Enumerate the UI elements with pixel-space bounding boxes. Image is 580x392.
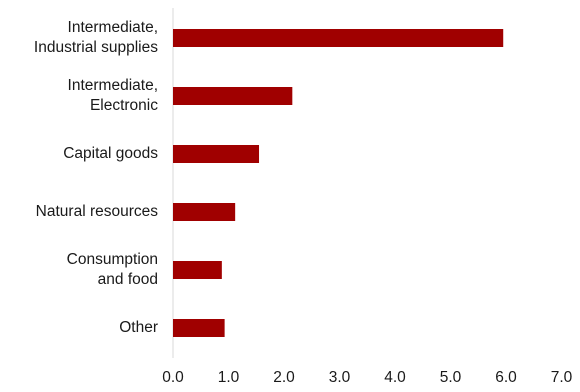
x-tick-label: 3.0 [320,369,360,387]
category-label-line: Consumption [0,250,158,270]
category-label-line: Electronic [0,96,158,116]
x-tick-label: 6.0 [486,369,526,387]
x-tick-label: 0.0 [153,369,193,387]
category-label: Intermediate,Electronic [0,76,158,116]
category-label: Intermediate,Industrial supplies [0,18,158,58]
bar [173,319,225,337]
category-label-line: Intermediate, [0,18,158,38]
category-label: Other [0,318,158,338]
x-tick-label: 2.0 [264,369,304,387]
category-label: Natural resources [0,202,158,222]
category-label-line: Capital goods [0,144,158,164]
category-label: Capital goods [0,144,158,164]
x-tick-label: 5.0 [431,369,471,387]
bar [173,87,292,105]
bar [173,261,222,279]
bar [173,145,259,163]
category-label-line: Intermediate, [0,76,158,96]
category-label-line: Other [0,318,158,338]
x-tick-label: 4.0 [375,369,415,387]
x-tick-label: 7.0 [542,369,580,387]
bars-group [173,29,503,337]
category-label-line: Industrial supplies [0,38,158,58]
x-tick-label: 1.0 [209,369,249,387]
category-label-line: Natural resources [0,202,158,222]
bar [173,29,503,47]
category-label-line: and food [0,270,158,290]
bar [173,203,235,221]
